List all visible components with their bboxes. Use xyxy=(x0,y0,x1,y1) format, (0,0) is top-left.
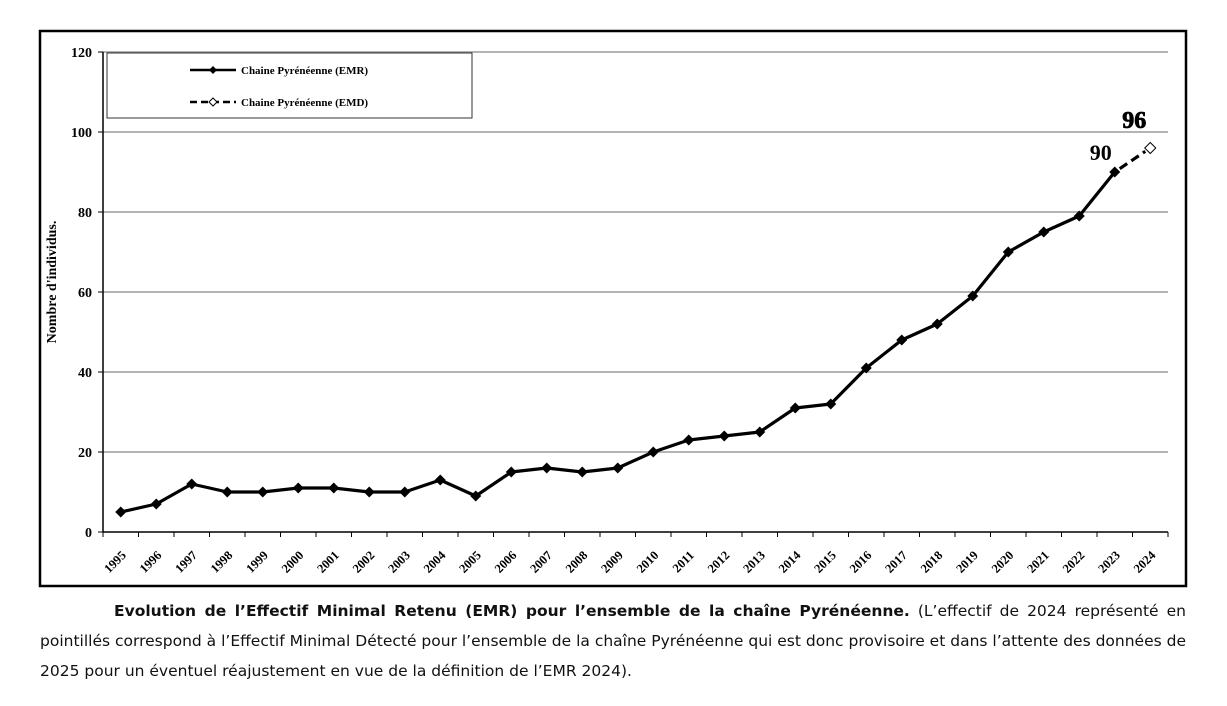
legend-emr-marker xyxy=(209,66,217,74)
caption-title: Evolution de l’Effectif Minimal Retenu (… xyxy=(114,602,910,620)
point-emr-2006 xyxy=(505,466,517,478)
point-emr-2004 xyxy=(434,474,446,486)
y-axis-label: Nombre d'individus. xyxy=(45,221,60,344)
point-emr-2013 xyxy=(754,426,766,438)
point-emr-2007 xyxy=(541,462,553,474)
figure-caption: Evolution de l’Effectif Minimal Retenu (… xyxy=(40,596,1186,686)
annotations: 90 96 xyxy=(1090,108,1147,165)
point-emr-2020 xyxy=(1002,246,1014,258)
point-emr-2008 xyxy=(576,466,588,478)
gridlines xyxy=(103,51,1168,453)
legend-box xyxy=(106,52,473,119)
y-tick-label-0: 0 xyxy=(85,526,92,541)
point-emr-2019 xyxy=(967,290,979,302)
y-tick-label-60: 60 xyxy=(78,286,92,301)
legend-emd-marker xyxy=(208,97,218,107)
series xyxy=(115,141,1157,518)
legend: Chaine Pyrénéenne (EMR) Chaine Pyrénéenn… xyxy=(106,52,473,119)
point-emr-2022 xyxy=(1073,210,1085,222)
point-emr-1995 xyxy=(115,506,127,518)
point-emr-1999 xyxy=(257,486,269,498)
point-emr-2012 xyxy=(718,430,730,442)
point-emr-2017 xyxy=(896,334,908,346)
series-line-emd xyxy=(1118,150,1147,170)
caption-text: (L’effectif de 2024 représenté en pointi… xyxy=(40,602,1186,680)
point-emr-2010 xyxy=(647,446,659,458)
y-tick-label-100: 100 xyxy=(71,126,92,141)
point-emr-2001 xyxy=(328,482,340,494)
y-tick-label-20: 20 xyxy=(78,446,92,461)
point-emr-2023 xyxy=(1109,166,1121,178)
point-emr-2015 xyxy=(825,398,837,410)
point-emr-2003 xyxy=(399,486,411,498)
point-emd-2024 xyxy=(1144,141,1157,155)
y-tick-label-120: 120 xyxy=(71,46,92,61)
point-emr-2018 xyxy=(931,318,943,330)
point-emr-2016 xyxy=(860,362,872,374)
point-emr-2002 xyxy=(363,486,375,498)
point-emr-1996 xyxy=(150,498,162,510)
legend-emr-label: Chaine Pyrénéenne (EMR) xyxy=(241,65,368,77)
legend-emd-label: Chaine Pyrénéenne (EMD) xyxy=(241,97,368,109)
point-emr-2000 xyxy=(292,482,304,494)
point-emr-2021 xyxy=(1038,226,1050,238)
annotation-90: 90 xyxy=(1090,140,1112,165)
point-emr-2011 xyxy=(683,434,695,446)
point-emr-2014 xyxy=(789,402,801,414)
y-tick-label-80: 80 xyxy=(78,206,92,221)
point-emr-1997 xyxy=(186,478,198,490)
annotation-96: 96 xyxy=(1122,108,1146,134)
point-emr-1998 xyxy=(221,486,233,498)
point-emr-2005 xyxy=(470,490,482,502)
y-tick-label-40: 40 xyxy=(78,366,92,381)
point-emr-2009 xyxy=(612,462,624,474)
